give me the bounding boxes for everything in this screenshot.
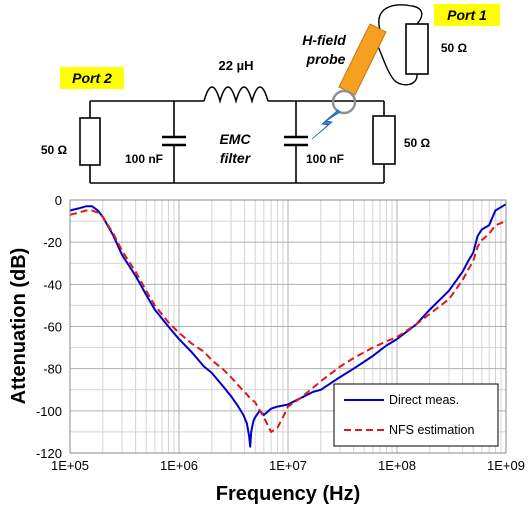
probe-label-line1: H-field	[302, 32, 346, 48]
legend-label-nfs: NFS estimation	[389, 423, 474, 437]
res-port1-label: 50 Ω	[441, 41, 468, 55]
left-resistor	[79, 117, 101, 166]
chart-series	[69, 203, 507, 448]
plot-frame	[69, 199, 507, 454]
series-nfs-estimation	[69, 209, 507, 433]
right-cap-plates	[284, 135, 308, 147]
port1-resistor	[405, 23, 429, 75]
chart-grid	[69, 199, 506, 454]
probe-cable	[375, 4, 423, 86]
x-axis-title: Frequency (Hz)	[216, 483, 360, 505]
y-tick-label: 0	[55, 193, 62, 208]
filter-label-line1: EMC	[219, 131, 251, 147]
inductor-label: 22 µH	[219, 58, 254, 73]
series-direct-meas	[69, 203, 507, 448]
right-resistor	[372, 115, 396, 165]
x-tick-labels: 1E+05 1E+06 1E+07 1E+08 1E+09	[51, 458, 525, 473]
field-spark	[311, 109, 341, 140]
legend-box	[333, 383, 499, 447]
port2-label: Port 2	[72, 70, 112, 86]
cap-right-label: 100 nF	[306, 152, 344, 166]
res-right-label: 50 Ω	[404, 136, 431, 150]
y-axis-title: Attenuation (dB)	[8, 248, 30, 405]
x-tick-label: 1E+05	[51, 458, 89, 473]
cap-left-label: 100 nF	[125, 152, 163, 166]
y-tick-label: -40	[43, 277, 62, 292]
circuit-diagram	[79, 4, 429, 184]
res-left-label: 50 Ω	[41, 143, 68, 157]
probe-label-line2: probe	[306, 51, 346, 67]
port2-tag-bg	[60, 67, 124, 89]
h-field-probe	[311, 23, 387, 140]
y-tick-label: -60	[43, 320, 62, 335]
chart: 0-20-40-60-80-100-120 1E+05 1E+06 1E+07 1E+…	[8, 193, 525, 505]
inductor	[203, 86, 269, 104]
legend-label-direct: Direct meas.	[389, 393, 459, 407]
x-tick-label: 1E+09	[487, 458, 525, 473]
probe-body	[338, 23, 387, 96]
x-tick-label: 1E+07	[269, 458, 307, 473]
x-tick-label: 1E+06	[160, 458, 198, 473]
y-tick-label: -100	[36, 404, 62, 419]
left-cap-plates	[162, 135, 186, 147]
y-tick-label: -20	[43, 235, 62, 250]
y-tick-label: -120	[36, 446, 62, 461]
x-tick-label: 1E+08	[378, 458, 416, 473]
filter-label-line2: filter	[220, 150, 252, 166]
port1-tag-bg	[434, 4, 500, 26]
y-tick-labels: 0 -20 -40 -60 -80 -100 -120	[36, 193, 62, 461]
probe-loop	[331, 89, 357, 115]
port1-label: Port 1	[447, 7, 487, 23]
y-tick-label: -80	[43, 362, 62, 377]
legend: Direct meas. NFS estimation	[333, 383, 499, 447]
